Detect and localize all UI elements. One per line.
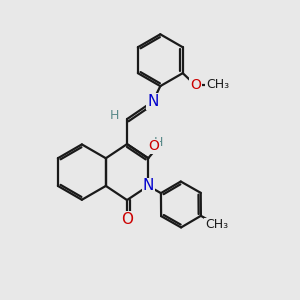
Text: N: N [142,178,154,194]
Text: N: N [147,94,159,109]
Text: O: O [121,212,133,227]
Text: H: H [110,109,119,122]
Text: CH₃: CH₃ [205,218,228,231]
Text: CH₃: CH₃ [206,78,229,91]
Text: O: O [190,78,201,92]
Text: O: O [149,140,160,154]
Text: H: H [154,136,163,149]
